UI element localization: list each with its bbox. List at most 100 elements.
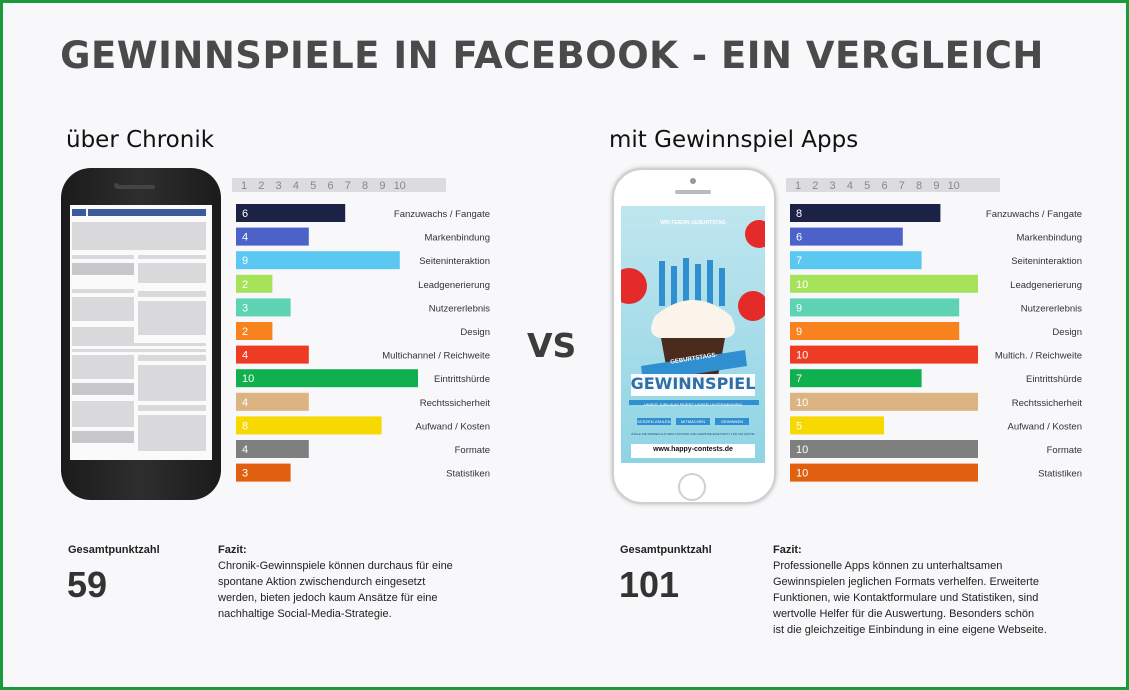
bar-7	[790, 345, 978, 364]
left-fazit-line: werden, bieten jedoch kaum Ansätze für e…	[218, 592, 438, 604]
category-label: Eintrittshürde	[434, 374, 490, 385]
phone-white: WIR FEIERN GEBURTSTAG GEBURTSTAGS- GEWIN…	[612, 168, 776, 504]
bar-value-label: 9	[242, 255, 248, 267]
bar-value-label: 10	[796, 468, 808, 480]
left-fazit-line: spontane Aktion zwischendurch eingesetzt	[218, 576, 426, 588]
category-label: Statistiken	[1038, 469, 1082, 480]
scale-tick: 3	[830, 180, 836, 192]
bar-9	[236, 392, 309, 411]
bar-value-label: 6	[242, 208, 248, 220]
left-fazit-label: Fazit:	[218, 544, 247, 556]
scale-tick: 9	[379, 180, 385, 192]
bar-3	[790, 251, 922, 270]
category-label: Nutzererlebnis	[1021, 303, 1082, 314]
scale-bar	[786, 178, 1000, 192]
right-fazit-line: wertvolle Helfer für die Auswertung. Bes…	[773, 608, 1035, 620]
bar-value-label: 10	[796, 397, 808, 409]
scale-tick: 5	[310, 180, 316, 192]
bar-value-label: 5	[796, 420, 802, 432]
scale-tick: 1	[795, 180, 801, 192]
category-label: Seiteninteraktion	[419, 256, 490, 267]
category-label: Aufwand / Kosten	[416, 421, 490, 432]
right-fazit-line: ist die gleichzeitige Einbindung in eine…	[773, 624, 1047, 636]
bar-value-label: 10	[796, 350, 808, 362]
right-fazit-text: Professionelle Apps können zu unterhalts…	[773, 558, 1103, 638]
bar-value-label: 7	[796, 255, 802, 267]
left-fazit-line: Chronik-Gewinnspiele können durchaus für…	[218, 560, 453, 572]
bar-11	[236, 440, 309, 458]
phone-camera-icon	[690, 178, 696, 184]
category-label: Design	[1052, 327, 1082, 338]
scale-tick: 10	[948, 180, 960, 192]
category-label: Aufwand / Kosten	[1008, 421, 1082, 432]
bar-6	[790, 322, 960, 340]
bar-2	[236, 227, 309, 246]
category-label: Markenbindung	[1017, 233, 1083, 244]
phone-screen-timeline	[70, 205, 212, 460]
poster-top-text: WIR FEIERN GEBURTSTAG	[660, 220, 726, 226]
page-title: GEWINNSPIELE IN FACEBOOK - EIN VERGLEICH	[60, 34, 1044, 77]
scale-tick: 10	[394, 180, 406, 192]
category-label: Formate	[1047, 445, 1082, 456]
category-label: Seiteninteraktion	[1011, 256, 1082, 267]
right-fazit-line: Gewinnspielen jeglichen Formats verhelfe…	[773, 576, 1039, 588]
category-label: Rechtssicherheit	[1012, 398, 1083, 409]
category-label: Nutzererlebnis	[429, 303, 490, 314]
bar-value-label: 8	[796, 208, 802, 220]
left-heading: über Chronik	[66, 127, 215, 153]
category-label: Multich. / Reichweite	[995, 351, 1082, 362]
category-label: Markenbindung	[425, 233, 491, 244]
bar-value-label: 4	[242, 444, 248, 456]
poster-fine-print: ZÄHLE DIE KERZEN AUF DEM CUPCAKE UND GEW…	[631, 432, 755, 436]
bar-5	[236, 298, 291, 317]
category-label: Statistiken	[446, 469, 490, 480]
left-total-value: 59	[67, 564, 108, 605]
bar-3	[236, 251, 400, 270]
category-label: Rechtssicherheit	[420, 398, 491, 409]
scale-bar	[232, 178, 446, 192]
bar-1	[236, 204, 346, 222]
bar-5	[790, 298, 960, 317]
scale-tick: 6	[881, 180, 887, 192]
scale-tick: 5	[864, 180, 870, 192]
bar-value-label: 6	[796, 232, 802, 244]
category-label: Leadgenerierung	[418, 280, 490, 291]
bar-value-label: 4	[242, 397, 248, 409]
scale-tick: 6	[327, 180, 333, 192]
scale-tick: 9	[933, 180, 939, 192]
bar-4	[236, 274, 273, 293]
bar-7	[236, 345, 309, 364]
right-fazit-line: Funktionen, wie Kontaktformulare und Sta…	[773, 592, 1039, 604]
bar-2	[790, 227, 903, 246]
right-total-value: 101	[619, 564, 680, 605]
bar-value-label: 10	[796, 279, 808, 291]
bar-value-label: 4	[242, 350, 248, 362]
scale-tick: 7	[899, 180, 905, 192]
category-label: Multichannel / Reichweite	[382, 351, 490, 362]
poster-subline: UNSER JUBILÄUM FEIERT UNSER UNTERNEHMEN!	[643, 402, 743, 407]
scale-tick: 2	[258, 180, 264, 192]
left-fazit-text: Chronik-Gewinnspiele können durchaus für…	[218, 558, 498, 622]
bar-value-label: 10	[242, 373, 254, 385]
bar-value-label: 3	[242, 302, 248, 314]
bar-11	[790, 440, 978, 458]
scale-tick: 4	[293, 180, 299, 192]
category-label: Fanzuwachs / Fangate	[394, 209, 490, 220]
home-button-icon	[678, 473, 706, 501]
scale-tick: 3	[276, 180, 282, 192]
scale-tick: 8	[362, 180, 368, 192]
left-fazit-line: nachhaltige Social-Media-Strategie.	[218, 608, 392, 620]
poster-graphic	[621, 220, 765, 458]
phone-black	[61, 168, 221, 500]
left-total-label: Gesamtpunktzahl	[68, 544, 160, 556]
bar-value-label: 4	[242, 232, 248, 244]
right-fazit-line: Professionelle Apps können zu unterhalts…	[773, 560, 1003, 572]
category-label: Formate	[455, 445, 490, 456]
bar-value-label: 2	[242, 279, 248, 291]
poster-headline: GEWINNSPIEL	[630, 374, 756, 393]
bar-12	[236, 463, 291, 482]
poster-button-join: MITMACHEN	[680, 419, 706, 424]
bar-6	[236, 322, 273, 340]
bar-value-label: 7	[796, 373, 802, 385]
